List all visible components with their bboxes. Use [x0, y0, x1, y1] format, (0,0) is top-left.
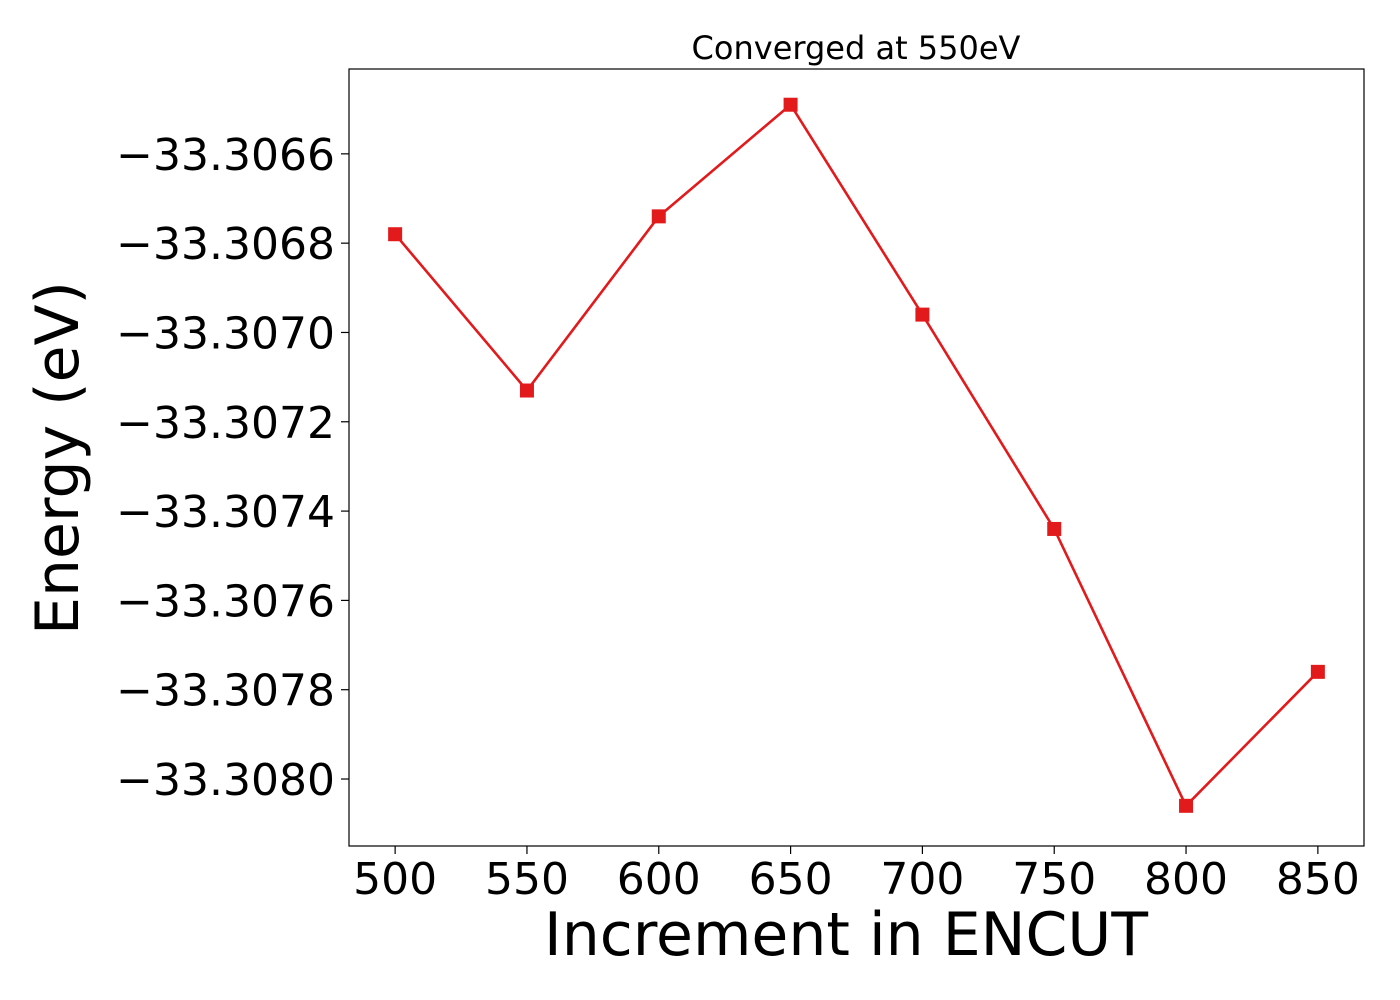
- series-layer: [388, 97, 1325, 813]
- data-point-marker: [1179, 798, 1194, 813]
- data-point-marker: [388, 227, 403, 242]
- x-axis-label: Increment in ENCUT: [544, 900, 1148, 970]
- x-axis: 500 550 600 650 700 750 800 850: [353, 846, 1360, 905]
- data-point-marker: [1310, 664, 1325, 679]
- data-point-marker: [915, 307, 930, 322]
- series-line: [394, 103, 1319, 808]
- x-tick-label: 800: [1144, 854, 1228, 905]
- data-point-marker: [783, 97, 798, 112]
- data-point-marker: [1047, 521, 1062, 536]
- x-tick-label: 650: [749, 854, 833, 905]
- x-tick-label: 750: [1012, 854, 1096, 905]
- x-tick-label: 850: [1276, 854, 1360, 905]
- y-tick-label: −33.3066: [116, 130, 335, 181]
- x-tick-label: 700: [880, 854, 964, 905]
- data-point-marker: [519, 383, 534, 398]
- x-tick-label: 550: [485, 854, 569, 905]
- y-tick-label: −33.3080: [116, 755, 335, 806]
- data-point-marker: [651, 209, 666, 224]
- y-tick-label: −33.3068: [116, 219, 335, 270]
- y-axis: −33.3066 −33.3068 −33.3070 −33.3072 −33.3074…: [116, 130, 349, 806]
- y-tick-label: −33.3076: [116, 576, 335, 627]
- y-tick-label: −33.3072: [116, 398, 335, 449]
- chart-title: Converged at 550eV: [692, 29, 1021, 67]
- y-tick-label: −33.3074: [116, 487, 335, 538]
- y-axis-label: Energy (eV): [23, 281, 93, 635]
- x-tick-label: 500: [353, 854, 437, 905]
- y-tick-label: −33.3078: [116, 666, 335, 717]
- plot-area: [348, 68, 1365, 847]
- x-tick-label: 600: [617, 854, 701, 905]
- plot-frame: [348, 68, 1365, 847]
- y-tick-label: −33.3070: [116, 308, 335, 359]
